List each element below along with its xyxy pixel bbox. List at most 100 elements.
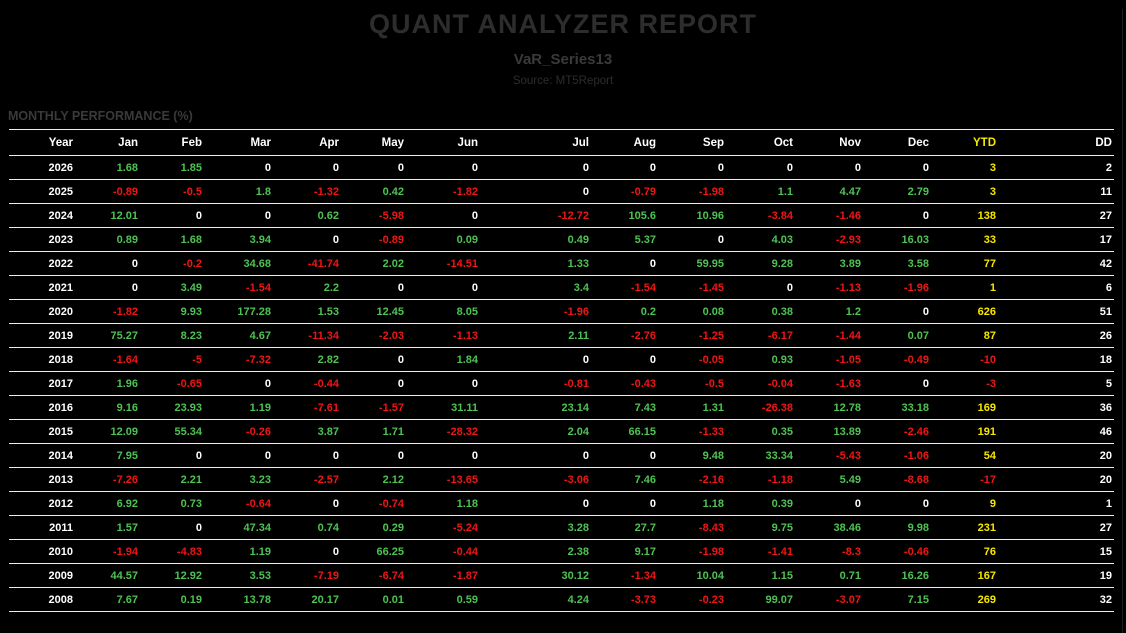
month-value-cell: 0 xyxy=(480,491,591,516)
column-header-dd: DD xyxy=(998,129,1114,156)
month-value-cell: -2.93 xyxy=(795,227,863,252)
month-value-cell: 0 xyxy=(406,275,480,300)
year-cell: 2022 xyxy=(9,251,75,276)
month-value-cell: 0 xyxy=(406,443,480,468)
month-value-cell: 9.75 xyxy=(726,515,795,540)
table-row-2009: 2009 44.57 12.92 3.53 -7.19 -6.74 -1.87 30.12 -1… xyxy=(9,563,1114,588)
month-value-cell: -1.87 xyxy=(406,563,480,588)
dd-cell: 18 xyxy=(998,347,1114,372)
month-value-cell: 12.45 xyxy=(341,299,406,324)
month-value-cell: 0 xyxy=(204,203,273,228)
month-value-cell: 0 xyxy=(795,491,863,516)
ytd-cell: 1 xyxy=(931,275,998,300)
month-value-cell: 66.25 xyxy=(341,539,406,564)
month-value-cell: 1.53 xyxy=(273,299,341,324)
month-value-cell: 59.95 xyxy=(658,251,726,276)
ytd-cell: 76 xyxy=(931,539,998,564)
month-value-cell: 3.58 xyxy=(863,251,931,276)
month-value-cell: 0.73 xyxy=(140,491,204,516)
window-right-edge-line xyxy=(1122,9,1123,633)
month-value-cell: -1.32 xyxy=(273,179,341,204)
month-value-cell: 3.87 xyxy=(273,419,341,444)
month-value-cell: -0.44 xyxy=(406,539,480,564)
section-title-monthly-performance: MONTHLY PERFORMANCE (%) xyxy=(8,109,193,123)
year-cell: 2014 xyxy=(9,443,75,468)
month-value-cell: 0 xyxy=(273,155,341,180)
month-value-cell: 0 xyxy=(480,443,591,468)
month-value-cell: 0.07 xyxy=(863,323,931,348)
month-value-cell: -5.24 xyxy=(406,515,480,540)
year-cell: 2009 xyxy=(9,563,75,588)
dd-cell: 2 xyxy=(998,155,1114,180)
month-value-cell: -0.5 xyxy=(140,179,204,204)
month-value-cell: 13.78 xyxy=(204,587,273,612)
month-value-cell: 8.23 xyxy=(140,323,204,348)
ytd-cell: 231 xyxy=(931,515,998,540)
month-value-cell: -1.18 xyxy=(726,467,795,492)
month-value-cell: 9.93 xyxy=(140,299,204,324)
month-value-cell: 12.09 xyxy=(75,419,140,444)
month-value-cell: -4.83 xyxy=(140,539,204,564)
month-value-cell: 3.53 xyxy=(204,563,273,588)
month-value-cell: -0.89 xyxy=(341,227,406,252)
month-value-cell: 75.27 xyxy=(75,323,140,348)
monthly-performance-table: Year Jan Feb Mar Apr May Jun Jul Aug Sep Oct Nov Dec… xyxy=(9,129,1114,612)
table-header-row: Year Jan Feb Mar Apr May Jun Jul Aug Sep Oct Nov Dec… xyxy=(9,129,1114,156)
month-value-cell: -1.57 xyxy=(341,395,406,420)
month-value-cell: 23.14 xyxy=(480,395,591,420)
column-header-mar: Mar xyxy=(204,129,273,156)
month-value-cell: 0 xyxy=(140,203,204,228)
month-value-cell: -1.82 xyxy=(406,179,480,204)
month-value-cell: 3.89 xyxy=(795,251,863,276)
table-row-2008: 2008 7.67 0.19 13.78 20.17 0.01 0.59 4.24 -3.73-… xyxy=(9,587,1114,612)
month-value-cell: 105.6 xyxy=(591,203,658,228)
month-value-cell: -1.46 xyxy=(795,203,863,228)
month-value-cell: -0.44 xyxy=(273,371,341,396)
month-value-cell: -0.26 xyxy=(204,419,273,444)
month-value-cell: 8.05 xyxy=(406,299,480,324)
month-value-cell: 9.16 xyxy=(75,395,140,420)
month-value-cell: 4.24 xyxy=(480,587,591,612)
month-value-cell: -7.61 xyxy=(273,395,341,420)
month-value-cell: 3.4 xyxy=(480,275,591,300)
month-value-cell: -1.98 xyxy=(658,539,726,564)
month-value-cell: 0.09 xyxy=(406,227,480,252)
month-value-cell: -0.89 xyxy=(75,179,140,204)
month-value-cell: 7.15 xyxy=(863,587,931,612)
year-cell: 2020 xyxy=(9,299,75,324)
month-value-cell: 0 xyxy=(273,227,341,252)
table-row-2013: 2013 -7.26 2.21 3.23 -2.57 2.12 -13.65 -3.06 7.4… xyxy=(9,467,1114,492)
month-value-cell: 0 xyxy=(480,155,591,180)
month-value-cell: 66.15 xyxy=(591,419,658,444)
month-value-cell: 1.33 xyxy=(480,251,591,276)
month-value-cell: 1.15 xyxy=(726,563,795,588)
month-value-cell: 16.03 xyxy=(863,227,931,252)
month-value-cell: 0.71 xyxy=(795,563,863,588)
table-row-2012: 2012 6.92 0.73 -0.64 0 -0.74 1.18 0 0 1.18 0.39 0 0 9… xyxy=(9,491,1114,516)
month-value-cell: -2.16 xyxy=(658,467,726,492)
month-value-cell: 2.11 xyxy=(480,323,591,348)
table-row-2026: 2026 1.68 1.85 0 0 0 0 0 0 0 0 0 0 3 2 xyxy=(9,155,1114,180)
month-value-cell: 0 xyxy=(341,443,406,468)
year-cell: 2017 xyxy=(9,371,75,396)
month-value-cell: -1.96 xyxy=(863,275,931,300)
month-value-cell: 33.34 xyxy=(726,443,795,468)
month-value-cell: 0 xyxy=(204,371,273,396)
month-value-cell: 0 xyxy=(795,155,863,180)
ytd-cell: 167 xyxy=(931,563,998,588)
month-value-cell: 0 xyxy=(863,155,931,180)
month-value-cell: 16.26 xyxy=(863,563,931,588)
year-cell: 2015 xyxy=(9,419,75,444)
report-title: QUANT ANALYZER REPORT xyxy=(368,9,758,39)
ytd-cell: 54 xyxy=(931,443,998,468)
year-cell: 2025 xyxy=(9,179,75,204)
column-header-may: May xyxy=(341,129,406,156)
month-value-cell: -1.33 xyxy=(658,419,726,444)
month-value-cell: 7.67 xyxy=(75,587,140,612)
month-value-cell: 0 xyxy=(341,347,406,372)
month-value-cell: -0.74 xyxy=(341,491,406,516)
month-value-cell: 3.49 xyxy=(140,275,204,300)
month-value-cell: 23.93 xyxy=(140,395,204,420)
table-row-2018: 2018 -1.64 -5 -7.32 2.82 0 1.84 0 0 -0.05 0.93 -1.0… xyxy=(9,347,1114,372)
month-value-cell: 0 xyxy=(204,443,273,468)
